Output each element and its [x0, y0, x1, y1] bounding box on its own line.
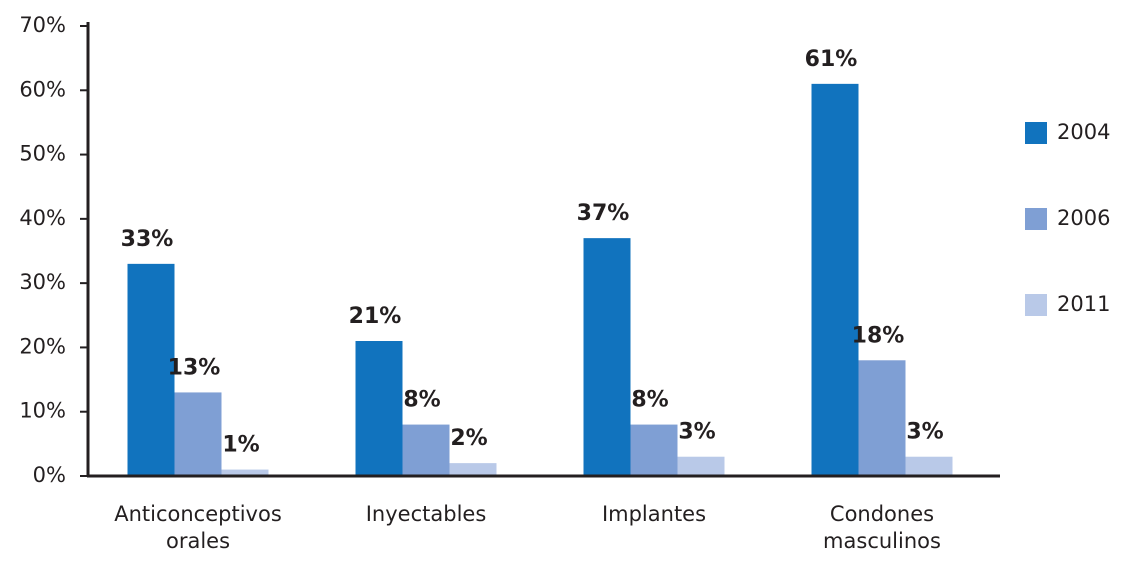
- y-tick-label: 10%: [19, 399, 66, 423]
- bar: [677, 456, 725, 476]
- data-label: 33%: [121, 227, 174, 252]
- y-tick-label: 30%: [19, 270, 66, 294]
- legend-swatch: [1025, 208, 1047, 230]
- bar: [127, 263, 175, 476]
- bar: [221, 469, 269, 476]
- bar: [583, 238, 631, 476]
- bar: [174, 392, 222, 476]
- x-tick-label: Condones masculinos: [823, 502, 941, 553]
- legend-label: 2011: [1057, 292, 1110, 316]
- bar: [449, 463, 497, 476]
- bar: [402, 424, 450, 476]
- bar: [858, 360, 906, 476]
- x-tick-label: Anticonceptivos orales: [114, 502, 282, 553]
- legend-swatch: [1025, 122, 1047, 144]
- y-tick-label: 20%: [19, 334, 66, 358]
- bar: [630, 424, 678, 476]
- x-tick-label: Inyectables: [366, 502, 487, 526]
- data-label: 1%: [222, 433, 259, 458]
- data-label: 8%: [403, 388, 440, 413]
- bar: [811, 83, 859, 476]
- data-label: 8%: [631, 388, 668, 413]
- legend-swatch: [1025, 294, 1047, 316]
- y-tick-label: 40%: [19, 206, 66, 230]
- data-label: 18%: [852, 323, 905, 348]
- data-label: 13%: [168, 355, 221, 380]
- data-label: 2%: [450, 426, 487, 451]
- data-label: 61%: [805, 47, 858, 72]
- bar: [355, 341, 403, 476]
- y-tick-label: 60%: [19, 77, 66, 101]
- data-label: 3%: [678, 420, 715, 445]
- data-label: 3%: [906, 420, 943, 445]
- bar: [905, 456, 953, 476]
- y-tick-label: 50%: [19, 142, 66, 166]
- data-label: 37%: [577, 201, 630, 226]
- x-tick-label: Implantes: [602, 502, 706, 526]
- y-tick-label: 0%: [33, 463, 66, 487]
- legend-label: 2004: [1057, 120, 1110, 144]
- data-label: 21%: [349, 304, 402, 329]
- y-tick-label: 70%: [19, 13, 66, 37]
- legend-label: 2006: [1057, 206, 1110, 230]
